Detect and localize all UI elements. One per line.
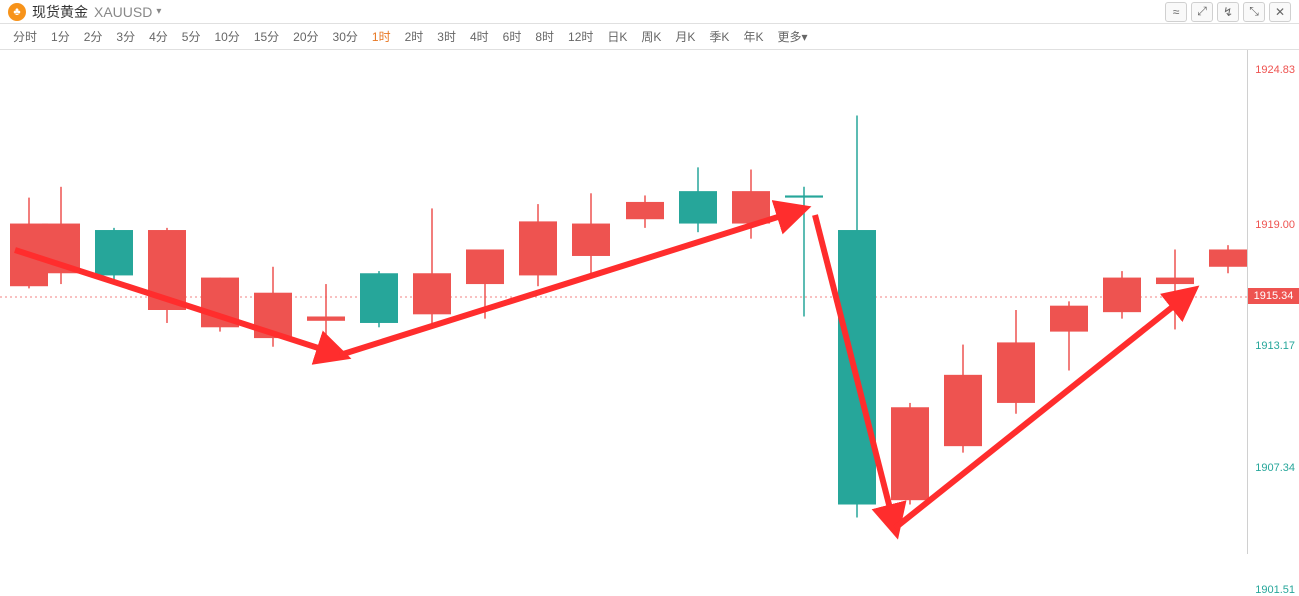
price-tick: 1913.17 <box>1255 340 1295 352</box>
timeframe-1时[interactable]: 1时 <box>367 26 396 47</box>
timeframe-10分[interactable]: 10分 <box>209 26 244 47</box>
toolbar-button-3[interactable]: ⤡ <box>1243 2 1265 22</box>
candle-body[interactable] <box>679 191 717 223</box>
timeframe-更多▾[interactable]: 更多▾ <box>772 26 812 47</box>
timeframe-年K[interactable]: 年K <box>738 26 768 47</box>
trend-arrow <box>340 210 800 355</box>
timeframe-30分[interactable]: 30分 <box>328 26 363 47</box>
timeframe-5分[interactable]: 5分 <box>177 26 206 47</box>
timeframe-3时[interactable]: 3时 <box>432 26 461 47</box>
price-tick: 1919.00 <box>1255 219 1295 231</box>
timeframe-20分[interactable]: 20分 <box>288 26 323 47</box>
timeframe-bar: 分时1分2分3分4分5分10分15分20分30分1时2时3时4时6时8时12时日… <box>0 24 1299 50</box>
candle-body[interactable] <box>519 221 557 275</box>
symbol-icon: ♣ <box>8 3 26 21</box>
candle-body[interactable] <box>997 342 1035 403</box>
candle-body[interactable] <box>95 230 133 275</box>
toolbar-button-2[interactable]: ↯ <box>1217 2 1239 22</box>
timeframe-4分[interactable]: 4分 <box>144 26 173 47</box>
timeframe-月K[interactable]: 月K <box>670 26 700 47</box>
toolbar-button-1[interactable]: ⤢ <box>1191 2 1213 22</box>
timeframe-4时[interactable]: 4时 <box>465 26 494 47</box>
candle-body[interactable] <box>1050 306 1088 332</box>
chart-container: 1924.831919.001913.171907.341901.511915.… <box>0 50 1299 554</box>
price-tick: 1901.51 <box>1255 584 1295 596</box>
timeframe-2分[interactable]: 2分 <box>79 26 108 47</box>
current-price-label: 1915.34 <box>1248 288 1299 304</box>
timeframe-季K[interactable]: 季K <box>704 26 734 47</box>
timeframe-分时[interactable]: 分时 <box>8 26 42 47</box>
toolbar-button-4[interactable]: ✕ <box>1269 2 1291 22</box>
timeframe-周K[interactable]: 周K <box>636 26 666 47</box>
candle-body[interactable] <box>1209 249 1247 266</box>
candle-body[interactable] <box>413 273 451 314</box>
timeframe-15分[interactable]: 15分 <box>249 26 284 47</box>
symbol-code[interactable]: XAUUSD <box>94 4 152 20</box>
candle-body[interactable] <box>1156 278 1194 284</box>
timeframe-日K[interactable]: 日K <box>602 26 632 47</box>
price-axis: 1924.831919.001913.171907.341901.511915.… <box>1247 50 1299 554</box>
price-tick: 1924.83 <box>1255 64 1295 76</box>
timeframe-8时[interactable]: 8时 <box>530 26 559 47</box>
candle-body[interactable] <box>307 316 345 320</box>
candle-body[interactable] <box>1103 278 1141 313</box>
timeframe-12时[interactable]: 12时 <box>563 26 598 47</box>
price-tick: 1907.34 <box>1255 462 1295 474</box>
candle-body[interactable] <box>626 202 664 219</box>
chevron-down-icon[interactable]: ▾ <box>156 6 161 17</box>
candle-body[interactable] <box>944 375 982 446</box>
timeframe-6时[interactable]: 6时 <box>498 26 527 47</box>
candle-body[interactable] <box>891 407 929 500</box>
candlestick-chart[interactable] <box>0 50 1247 554</box>
timeframe-2时[interactable]: 2时 <box>400 26 429 47</box>
timeframe-3分[interactable]: 3分 <box>111 26 140 47</box>
toolbar-button-0[interactable]: ≈ <box>1165 2 1187 22</box>
symbol-name[interactable]: 现货黄金 <box>32 2 88 22</box>
toolbar-buttons: ≈⤢↯⤡✕ <box>1161 2 1291 22</box>
trend-arrow <box>895 293 1190 528</box>
candle-body[interactable] <box>360 273 398 323</box>
candle-body[interactable] <box>466 249 504 284</box>
candle-body[interactable] <box>785 195 823 197</box>
chart-header: ♣ 现货黄金 XAUUSD ▾ ≈⤢↯⤡✕ <box>0 0 1299 24</box>
timeframe-1分[interactable]: 1分 <box>46 26 75 47</box>
candle-body[interactable] <box>572 224 610 256</box>
